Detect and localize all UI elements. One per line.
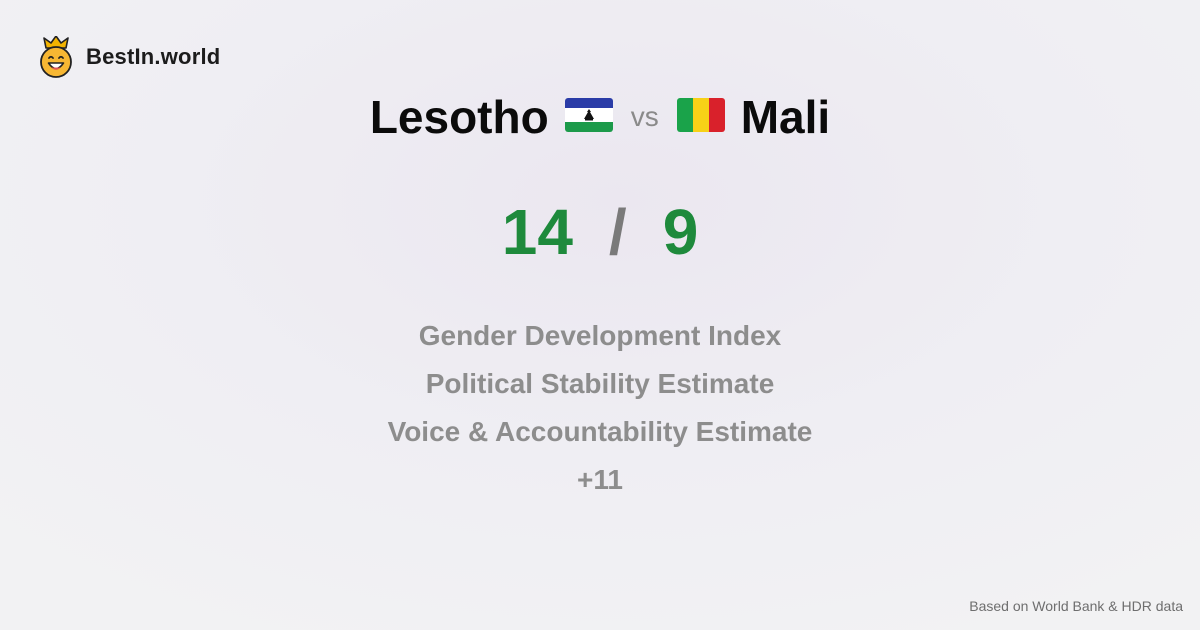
score-comparison: 14 / 9 (0, 192, 1200, 272)
metric-list: Gender Development Index Political Stabi… (0, 312, 1200, 504)
right-country-name: Mali (740, 91, 831, 143)
brand-name: BestIn.world (86, 44, 221, 69)
left-country-name: Lesotho (369, 91, 549, 143)
metric-item: Gender Development Index (418, 320, 782, 351)
lesotho-flag-icon (564, 97, 613, 137)
left-score: 14 (501, 196, 573, 268)
score-separator: / (608, 196, 627, 268)
data-source-note: Based on World Bank & HDR data (969, 598, 1183, 614)
vs-label: vs (630, 101, 659, 132)
metric-item: Political Stability Estimate (425, 368, 775, 399)
more-metrics-count: +11 (577, 464, 623, 495)
mali-flag-icon (676, 97, 725, 137)
brand-logo[interactable]: BestIn.world (38, 36, 220, 78)
comparison-title: Lesotho vs Mali (0, 86, 1200, 148)
right-score: 9 (662, 196, 699, 268)
crowned-smiley-icon (38, 36, 74, 78)
metric-item: Voice & Accountability Estimate (387, 416, 813, 447)
